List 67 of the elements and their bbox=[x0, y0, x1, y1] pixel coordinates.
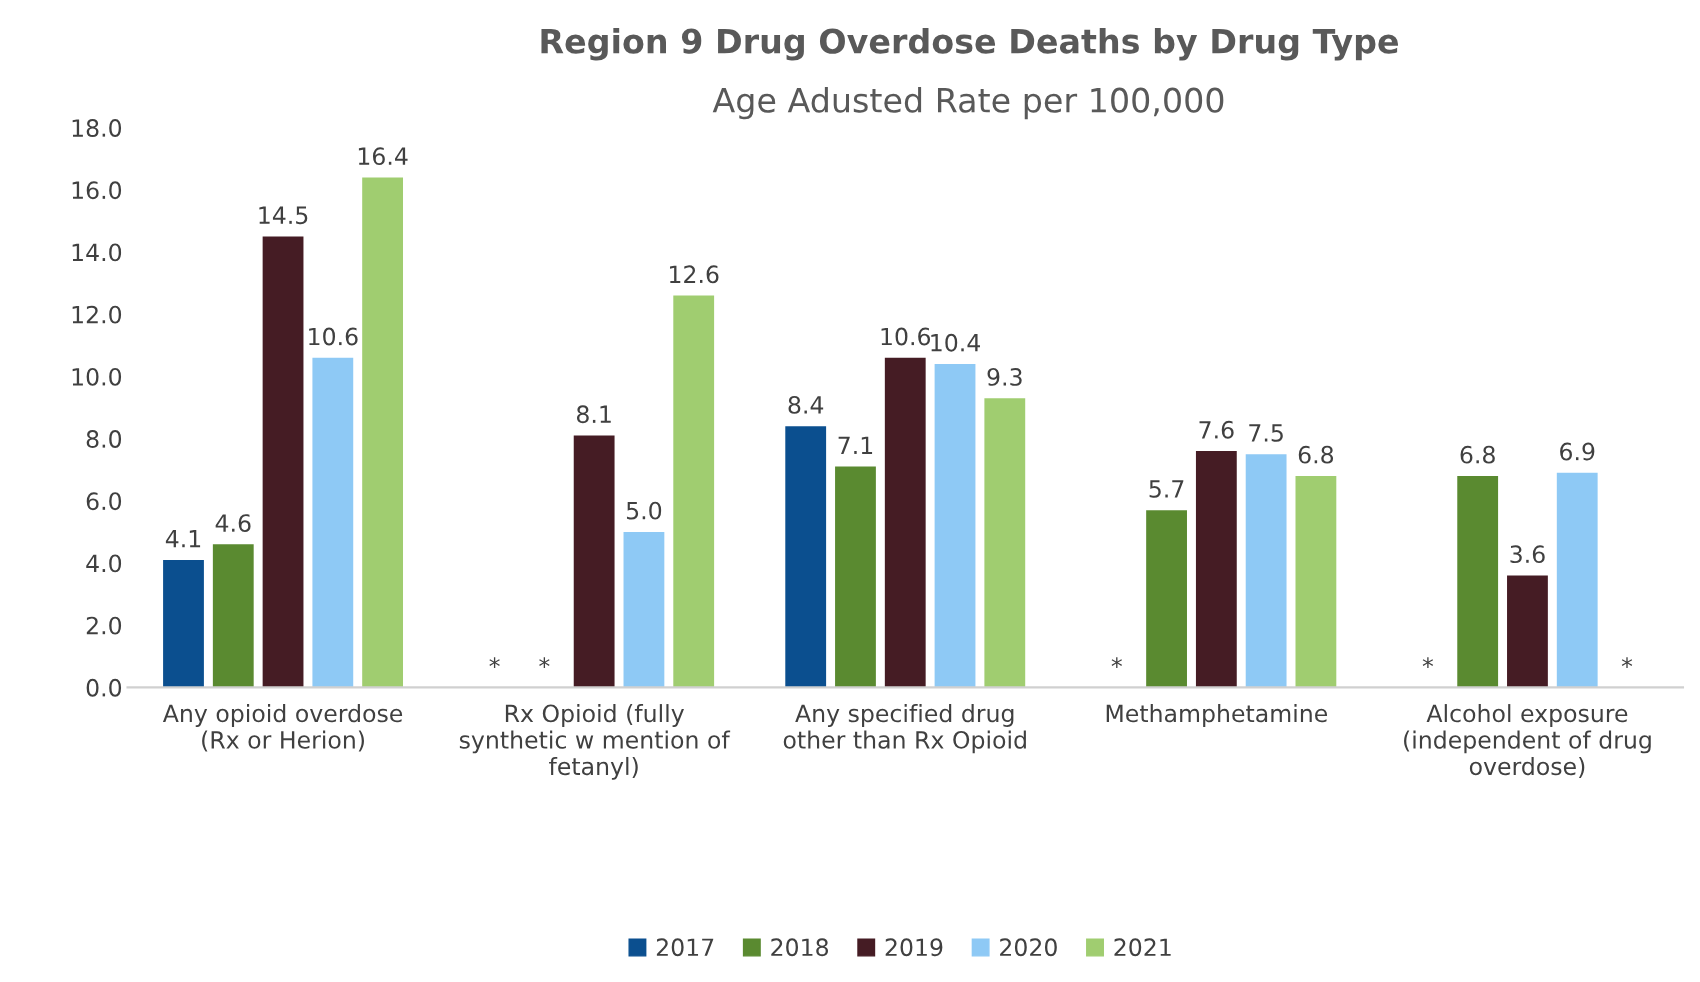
data-label: 5.7 bbox=[1149, 480, 1184, 498]
y-tick-label: 2.0 bbox=[86, 616, 122, 635]
data-label: 16.4 bbox=[358, 147, 408, 166]
bar bbox=[362, 177, 404, 688]
data-label: 5.0 bbox=[626, 501, 662, 520]
legend-label: 2021 bbox=[1114, 938, 1171, 957]
bar bbox=[934, 363, 976, 688]
y-tick-label: 14.0 bbox=[72, 243, 122, 262]
legend-label: 2020 bbox=[1000, 938, 1057, 957]
legend-label: 2018 bbox=[771, 938, 829, 957]
data-label: 7.5 bbox=[1249, 424, 1283, 442]
bar bbox=[1146, 510, 1187, 688]
y-tick-label: 10.0 bbox=[72, 367, 122, 386]
data-label: 4.1 bbox=[165, 530, 201, 548]
x-tick-label: Methamphetamine bbox=[1106, 704, 1328, 727]
y-tick-label: 12.0 bbox=[72, 305, 122, 324]
data-label: 14.5 bbox=[259, 206, 308, 225]
bar bbox=[312, 357, 354, 688]
bar bbox=[1507, 575, 1548, 688]
bar bbox=[835, 466, 876, 688]
text: * bbox=[539, 657, 550, 668]
x-tick-label: Any opioid overdose (Rx or Herion) bbox=[162, 704, 403, 752]
data-label: 8.1 bbox=[576, 405, 611, 424]
data-label: 6.8 bbox=[1298, 445, 1334, 464]
text: * bbox=[1621, 657, 1633, 668]
chart-subtitle: Age Adusted Rate per 100,000 bbox=[712, 86, 1224, 120]
data-label: 10.6 bbox=[881, 327, 931, 346]
y-tick-label: 4.0 bbox=[86, 554, 122, 573]
bar bbox=[785, 426, 827, 688]
data-label: 9.3 bbox=[987, 367, 1022, 386]
data-label: 7.1 bbox=[838, 436, 873, 454]
data-label: 6.8 bbox=[1460, 445, 1495, 464]
x-tick-label: Rx Opioid (fully synthetic w mention of fetanyl) bbox=[459, 704, 731, 780]
bar bbox=[984, 398, 1026, 688]
bar bbox=[1295, 475, 1337, 688]
bar bbox=[573, 435, 615, 688]
data-label: 8.4 bbox=[788, 395, 824, 414]
chart-title: Region 9 Drug Overdose Deaths by Drug Type bbox=[541, 27, 1398, 61]
data-label: 4.6 bbox=[215, 514, 251, 533]
text: * bbox=[1422, 657, 1434, 668]
bar bbox=[884, 357, 926, 688]
bar bbox=[212, 544, 254, 688]
bar bbox=[673, 295, 715, 688]
data-label: 12.6 bbox=[670, 265, 719, 284]
y-tick-label: 18.0 bbox=[72, 119, 122, 137]
bar bbox=[623, 531, 665, 688]
data-label: 10.6 bbox=[309, 327, 358, 346]
legend-label: 2017 bbox=[656, 938, 714, 957]
bar bbox=[1556, 472, 1598, 688]
text: * bbox=[1111, 657, 1122, 668]
legend-label: 2019 bbox=[885, 938, 943, 957]
bar bbox=[262, 236, 304, 688]
text: * bbox=[489, 657, 500, 668]
x-tick-label: Alcohol exposure (independent of drug overdose) bbox=[1404, 704, 1651, 778]
y-tick-label: 16.0 bbox=[72, 181, 122, 200]
y-tick-label: 8.0 bbox=[86, 430, 122, 448]
data-label: 7.6 bbox=[1199, 420, 1234, 439]
bar bbox=[1457, 475, 1499, 688]
data-label: 6.9 bbox=[1560, 442, 1595, 461]
data-label: 3.6 bbox=[1510, 545, 1545, 564]
y-tick-label: 6.0 bbox=[86, 492, 122, 511]
x-tick-label: Any specified drug other than Rx Opioid bbox=[783, 704, 1026, 754]
data-label: 10.4 bbox=[931, 333, 980, 352]
y-tick-label: 0.0 bbox=[86, 678, 122, 697]
bar bbox=[163, 559, 204, 688]
bar bbox=[1195, 451, 1237, 688]
bar bbox=[1245, 454, 1287, 688]
